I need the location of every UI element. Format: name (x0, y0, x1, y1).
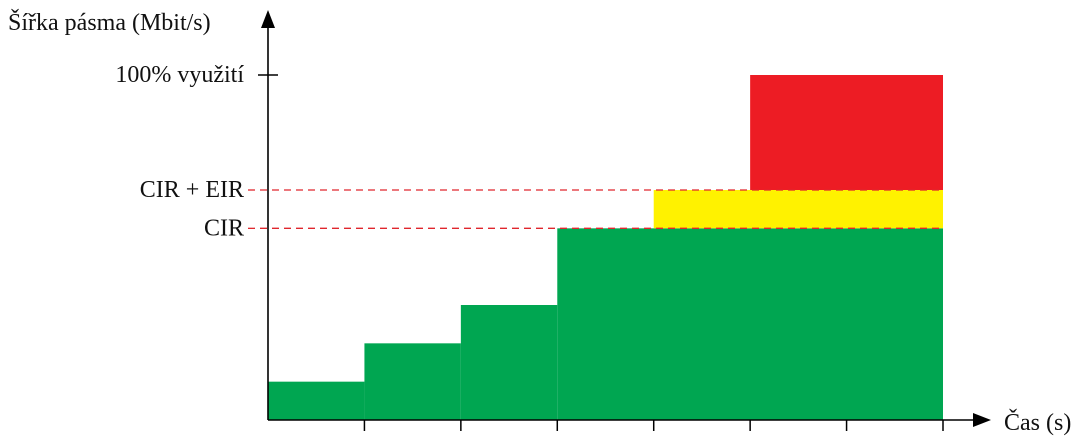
bandwidth-bands (268, 75, 943, 420)
band-green-3 (557, 228, 943, 420)
band-yellow-4 (653, 190, 943, 229)
axis-ticks (258, 74, 944, 431)
x-axis-label: Čas (s) (1004, 409, 1071, 436)
band-red-5 (750, 75, 943, 190)
y-axis-arrow-icon (261, 10, 275, 28)
y-label-cir: CIR (204, 215, 244, 241)
axes (261, 10, 991, 427)
band-green-2 (460, 305, 558, 420)
y-label-full-utilization: 100% využití (115, 62, 244, 88)
band-green-0 (268, 381, 365, 420)
y-label-cir-eir: CIR + EIR (140, 177, 244, 203)
y-axis-label: Šířka pásma (Mbit/s) (8, 9, 211, 36)
band-green-1 (364, 343, 461, 420)
threshold-lines (248, 189, 943, 229)
x-axis-arrow-icon (973, 413, 991, 427)
